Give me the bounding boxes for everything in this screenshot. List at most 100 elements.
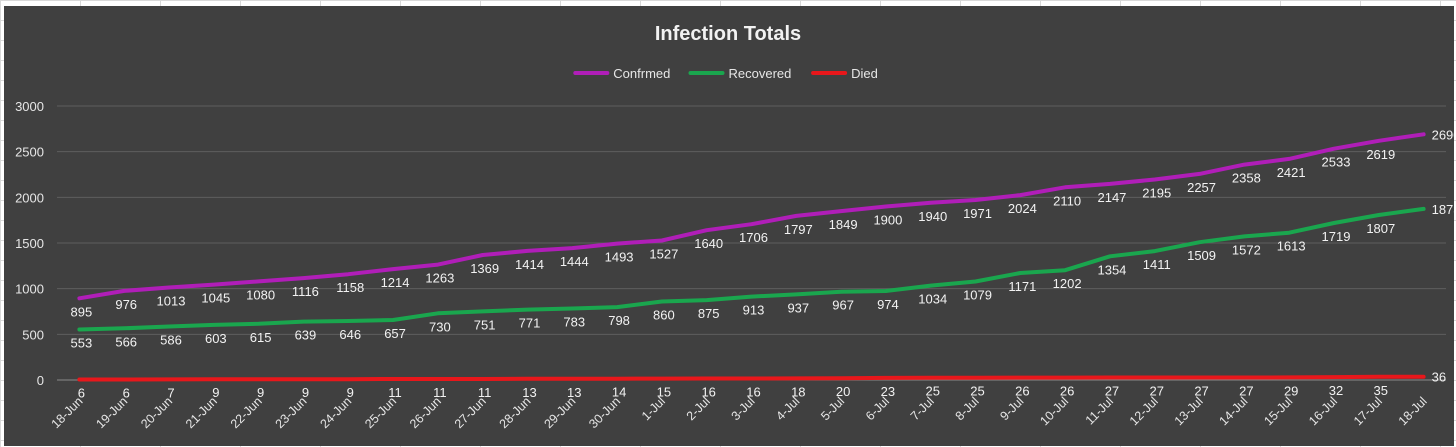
data-label: 2533 <box>1322 155 1351 170</box>
data-label: 967 <box>832 298 854 313</box>
legend-item-confrmed[interactable]: Confrmed <box>573 66 670 81</box>
series-lines <box>77 132 1426 382</box>
series-line-confrmed[interactable] <box>77 132 1426 301</box>
data-label: 895 <box>71 304 93 319</box>
series-line-died[interactable] <box>77 374 1426 382</box>
data-label: 1640 <box>694 236 723 251</box>
y-axis: 0 500 1000 1500 2000 2500 3000 <box>15 99 44 388</box>
data-label: 25 <box>925 384 939 399</box>
data-label: 1171 <box>1008 279 1036 294</box>
data-label: 1706 <box>739 230 768 245</box>
data-label: 1013 <box>157 293 186 308</box>
data-label: 566 <box>115 334 137 349</box>
data-label: 646 <box>339 327 361 342</box>
data-label: 13 <box>522 385 536 400</box>
data-label: 2024 <box>1008 201 1037 216</box>
data-label: 730 <box>429 319 451 334</box>
data-label: 1263 <box>425 271 454 286</box>
data-label: 1849 <box>829 217 858 232</box>
legend-item-died[interactable]: Died <box>811 66 878 81</box>
data-label: 11 <box>388 385 402 400</box>
data-label: 2257 <box>1187 180 1216 195</box>
y-tick-label: 2000 <box>15 190 44 205</box>
data-label: 603 <box>205 331 227 346</box>
data-label: 1509 <box>1187 248 1216 263</box>
data-label: 6 <box>123 385 130 400</box>
data-label: 2619 <box>1366 147 1395 162</box>
data-label: 9 <box>212 385 219 400</box>
y-tick-label: 0 <box>37 373 44 388</box>
data-label: 11 <box>478 385 492 400</box>
data-label: 27 <box>1150 384 1164 399</box>
data-label: 1080 <box>246 287 275 302</box>
data-label: 639 <box>295 328 317 343</box>
data-label: 7 <box>167 385 174 400</box>
data-label: 1034 <box>918 292 947 307</box>
data-label: 16 <box>746 385 760 400</box>
y-tick-label: 2500 <box>15 145 44 160</box>
data-label: 1444 <box>560 254 589 269</box>
data-label: 35 <box>1374 383 1388 398</box>
data-label: 657 <box>384 326 406 341</box>
data-label: 974 <box>877 297 899 312</box>
data-label: 11 <box>433 385 447 400</box>
data-label: 1900 <box>873 212 902 227</box>
data-label: 6 <box>78 385 85 400</box>
data-label: 20 <box>836 384 850 399</box>
data-label: 875 <box>698 306 720 321</box>
data-label: 1940 <box>918 209 947 224</box>
data-label: 1414 <box>515 257 544 272</box>
data-label: 1572 <box>1232 242 1261 257</box>
legend-label: Recovered <box>729 66 792 81</box>
legend-label: Died <box>851 66 878 81</box>
data-label: 13 <box>567 385 581 400</box>
data-label: 1971 <box>963 206 992 221</box>
data-label: 751 <box>474 317 496 332</box>
data-label: 27 <box>1105 384 1119 399</box>
data-label: 1079 <box>963 287 992 302</box>
y-tick-label: 1000 <box>15 282 44 297</box>
data-label: 1158 <box>336 280 364 295</box>
data-label: 1369 <box>470 261 499 276</box>
data-label: 1116 <box>292 284 319 299</box>
data-label: 27 <box>1194 384 1208 399</box>
data-label: 1411 <box>1143 257 1171 272</box>
data-label: 1719 <box>1322 229 1351 244</box>
y-tick-label: 500 <box>22 327 44 342</box>
data-label: 1527 <box>649 247 678 262</box>
data-label: 1807 <box>1366 221 1395 236</box>
data-label: 36 <box>1432 370 1446 385</box>
data-label: 18 <box>791 384 805 399</box>
data-label: 1214 <box>381 275 410 290</box>
data-label: 553 <box>71 335 93 350</box>
data-label: 15 <box>657 385 671 400</box>
data-label: 26 <box>1015 384 1029 399</box>
data-label: 29 <box>1284 383 1298 398</box>
data-label: 1354 <box>1097 262 1126 277</box>
data-label: 32 <box>1329 383 1343 398</box>
data-label: 2195 <box>1142 186 1171 201</box>
data-label: 615 <box>250 330 272 345</box>
data-label: 783 <box>563 314 585 329</box>
legend-item-recovered[interactable]: Recovered <box>688 66 792 81</box>
data-label: 1873 <box>1432 202 1454 217</box>
data-label: 1202 <box>1053 276 1082 291</box>
data-label: 27 <box>1239 384 1253 399</box>
data-label: 23 <box>881 384 895 399</box>
data-label: 1493 <box>605 250 634 265</box>
data-label: 16 <box>701 385 715 400</box>
legend[interactable]: Confrmed Recovered Died <box>573 66 878 81</box>
data-label: 976 <box>115 297 137 312</box>
data-label: 2147 <box>1097 190 1126 205</box>
data-label: 14 <box>612 385 626 400</box>
series-line-recovered[interactable] <box>77 206 1426 332</box>
data-label: 586 <box>160 332 182 347</box>
data-label: 9 <box>347 385 354 400</box>
data-label: 26 <box>1060 384 1074 399</box>
data-label: 25 <box>970 384 984 399</box>
legend-label: Confrmed <box>613 66 670 81</box>
data-label: 1045 <box>201 291 230 306</box>
data-label: 1613 <box>1277 239 1306 254</box>
